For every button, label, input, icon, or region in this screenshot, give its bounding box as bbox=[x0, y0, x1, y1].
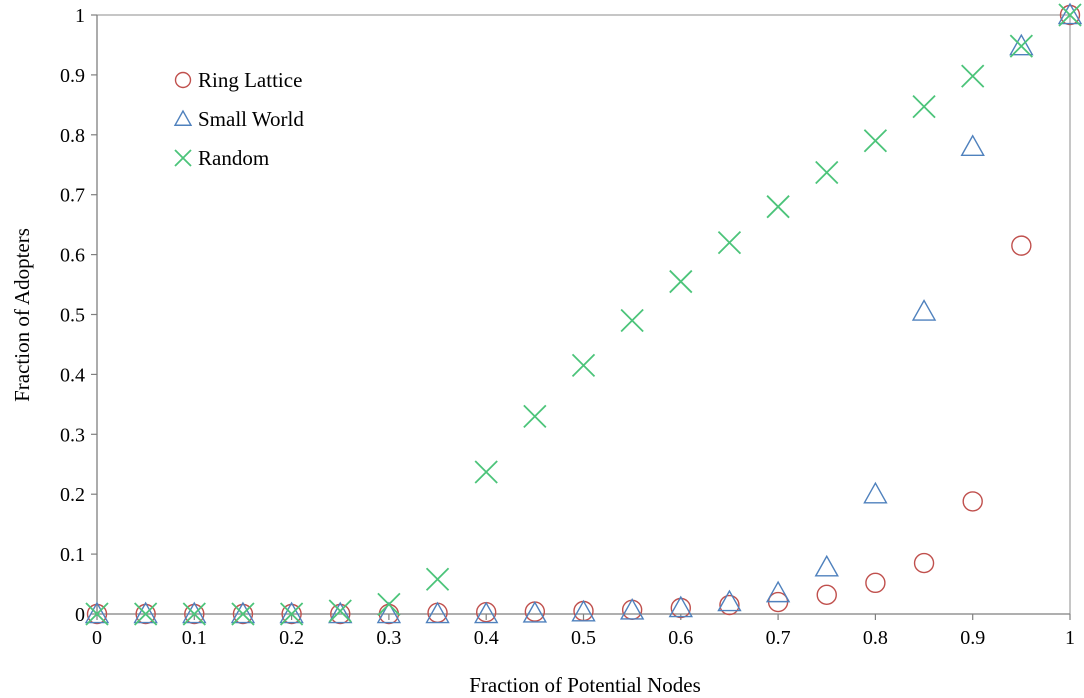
ring-lattice-point bbox=[184, 603, 205, 625]
ring-lattice-point bbox=[427, 602, 448, 624]
small-world-point bbox=[474, 601, 499, 624]
legend-marker-small-world bbox=[173, 109, 193, 126]
small-world-point bbox=[84, 601, 110, 624]
small-world-point bbox=[182, 601, 207, 624]
ring-lattice-point bbox=[330, 603, 351, 625]
random-point bbox=[523, 404, 547, 428]
small-world-point bbox=[522, 600, 548, 623]
ring-lattice-point bbox=[281, 603, 302, 625]
y-tick-label: 0.1 bbox=[60, 544, 85, 566]
small-world-point bbox=[328, 601, 353, 624]
random-point bbox=[279, 602, 304, 626]
tick-labels: 0 0.1 0.2 0.3 0.4 0.5 0.6 0.7 0.8 0.9 1 0 0.1 0.2 0.3 0… bbox=[60, 5, 1075, 649]
random-point bbox=[182, 602, 206, 626]
ring-lattice-point bbox=[719, 594, 740, 616]
ring-lattice-point bbox=[135, 603, 156, 625]
small-world-point bbox=[1009, 33, 1034, 56]
random-point bbox=[717, 230, 742, 255]
x-tick-label: 0.3 bbox=[376, 627, 401, 649]
ring-lattice-point bbox=[232, 603, 254, 625]
random-point bbox=[620, 308, 644, 333]
y-tick-label: 0.5 bbox=[60, 305, 85, 327]
x-axis-title: Fraction of Potential Nodes bbox=[469, 673, 701, 697]
small-world-point bbox=[425, 601, 450, 624]
legend-label-random: Random bbox=[198, 146, 269, 170]
random-point bbox=[474, 460, 498, 484]
x-tick-label: 0.8 bbox=[863, 627, 888, 649]
legend-item-ring-lattice: Ring Lattice bbox=[174, 68, 302, 92]
ring-lattice-point bbox=[621, 599, 643, 621]
x-tick-label: 0.6 bbox=[668, 627, 693, 649]
small-world-point bbox=[1057, 2, 1083, 25]
small-world-point bbox=[279, 601, 304, 624]
random-point bbox=[231, 602, 255, 626]
y-tick-label: 0.7 bbox=[60, 185, 85, 207]
x-tick-label: 0.1 bbox=[182, 627, 207, 649]
small-world-point bbox=[619, 597, 645, 620]
random-point bbox=[669, 269, 693, 294]
x-tick-label: 0.2 bbox=[279, 627, 304, 649]
ring-lattice-point bbox=[1011, 235, 1032, 256]
small-world-point bbox=[717, 589, 742, 612]
y-tick-label: 0.2 bbox=[60, 484, 85, 506]
legend-marker-ring-lattice bbox=[174, 71, 192, 89]
legend-label-small-world: Small World bbox=[198, 107, 304, 131]
random-point bbox=[571, 353, 596, 378]
small-world-point bbox=[863, 481, 888, 504]
ring-lattice-point bbox=[524, 601, 546, 622]
small-world-point bbox=[376, 601, 402, 624]
random-point bbox=[912, 95, 936, 119]
small-world-point bbox=[668, 595, 693, 618]
legend-item-small-world: Small World bbox=[173, 107, 304, 131]
y-tick-label: 0.9 bbox=[60, 65, 85, 87]
small-world-point bbox=[960, 134, 985, 157]
random-point bbox=[1058, 3, 1082, 27]
axes bbox=[91, 14, 1071, 620]
data-marks bbox=[84, 2, 1083, 626]
y-tick-label: 0.4 bbox=[60, 364, 85, 386]
legend-item-random: Random bbox=[174, 146, 269, 170]
y-tick-label: 1 bbox=[75, 5, 85, 27]
small-world-point bbox=[814, 554, 839, 577]
random-point bbox=[328, 599, 352, 623]
ring-lattice-point bbox=[816, 584, 837, 606]
x-tick-label: 0.4 bbox=[474, 627, 499, 649]
random-point bbox=[815, 160, 839, 185]
x-tick-label: 0.5 bbox=[571, 627, 596, 649]
random-point bbox=[766, 195, 790, 219]
y-tick-label: 0.8 bbox=[60, 125, 85, 147]
small-world-point bbox=[133, 601, 158, 624]
x-tick-label: 1 bbox=[1065, 627, 1075, 649]
ring-lattice-point bbox=[865, 572, 886, 594]
random-point bbox=[134, 602, 158, 626]
random-point bbox=[85, 602, 109, 626]
x-tick-label: 0.7 bbox=[766, 627, 791, 649]
random-point bbox=[1009, 34, 1033, 58]
legend-marker-random bbox=[174, 149, 192, 167]
legend: Ring Lattice Small World Random bbox=[173, 68, 304, 170]
random-point bbox=[863, 129, 888, 153]
ring-lattice-point bbox=[86, 603, 108, 625]
legend-label-ring-lattice: Ring Lattice bbox=[198, 68, 302, 92]
random-point bbox=[425, 567, 450, 591]
y-axis-title: Fraction of Adopters bbox=[10, 228, 34, 402]
y-tick-label: 0.3 bbox=[60, 424, 85, 446]
small-world-point bbox=[765, 580, 791, 603]
ring-lattice-point bbox=[913, 552, 935, 574]
small-world-point bbox=[911, 299, 937, 321]
random-point bbox=[961, 64, 985, 88]
ring-lattice-point bbox=[670, 597, 691, 619]
small-world-point bbox=[571, 599, 596, 622]
y-tick-label: 0 bbox=[75, 604, 85, 626]
ring-lattice-point bbox=[962, 491, 983, 512]
small-world-point bbox=[230, 601, 256, 624]
y-tick-label: 0.6 bbox=[60, 245, 85, 267]
x-tick-label: 0 bbox=[92, 627, 102, 649]
random-point bbox=[377, 592, 401, 617]
ring-lattice-point bbox=[1059, 4, 1081, 26]
x-tick-label: 0.9 bbox=[960, 627, 985, 649]
